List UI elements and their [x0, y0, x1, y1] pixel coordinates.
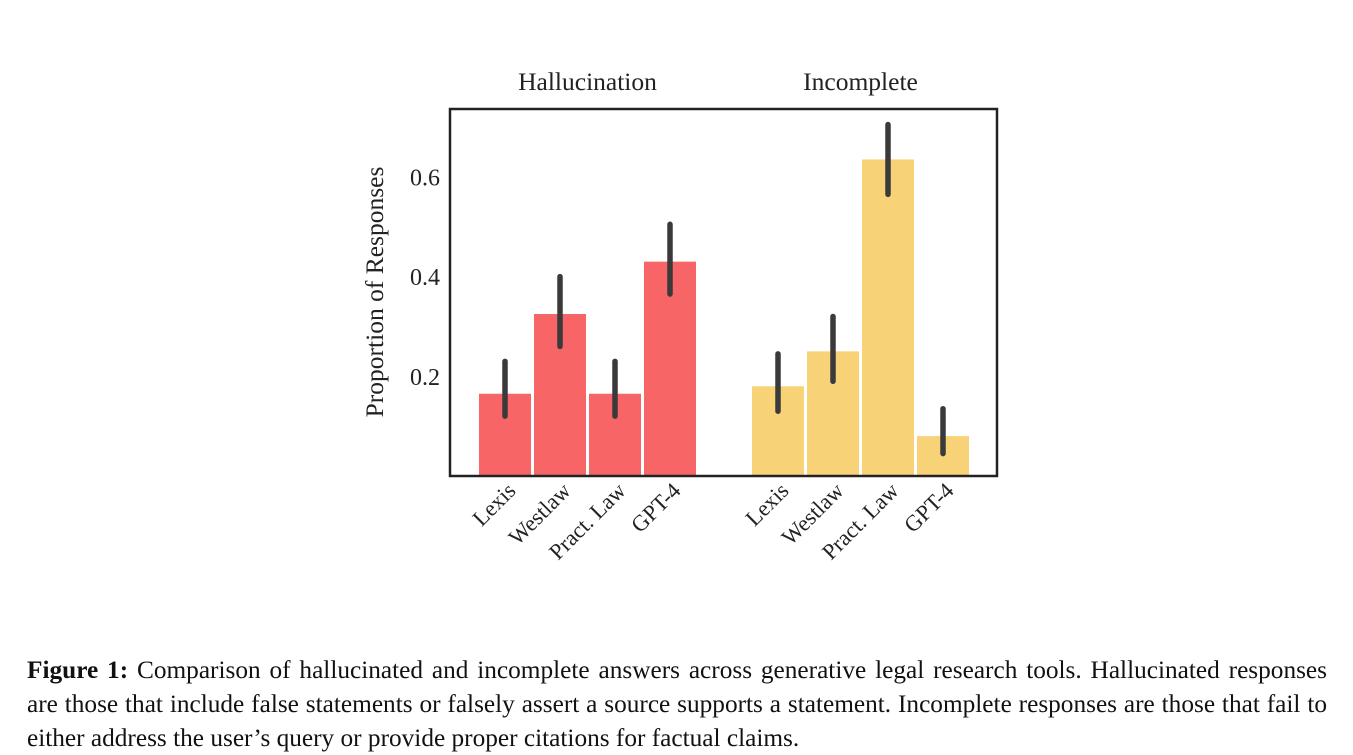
x-axis-ticks: LexisWestlawPract. LawGPT-4LexisWestlawP…	[468, 477, 959, 564]
figure-label: Figure 1:	[27, 656, 128, 684]
y-axis-ticks: 0.2 0.4 0.6	[410, 165, 440, 390]
bar-incomplete-pract-law	[862, 159, 914, 476]
x-tick-label-hallucination-gpt-4: GPT-4	[626, 478, 686, 538]
group-title-incomplete: Incomplete	[803, 67, 918, 96]
plot-frame	[450, 109, 997, 476]
figure-caption: Figure 1: Comparison of hallucinated and…	[27, 653, 1327, 755]
y-axis-label: Proportion of Responses	[360, 167, 389, 418]
figure-caption-text: Comparison of hallucinated and incomplet…	[27, 656, 1327, 752]
y-tick-label: 0.6	[410, 165, 440, 191]
group-titles: Hallucination Incomplete	[518, 67, 918, 96]
group-title-hallucination: Hallucination	[518, 67, 657, 96]
y-tick-label: 0.2	[410, 365, 440, 391]
bars-layer	[479, 159, 969, 476]
y-tick-label: 0.4	[410, 265, 440, 291]
x-tick-label-incomplete-gpt-4: GPT-4	[899, 478, 959, 538]
bar-chart: 0.2 0.4 0.6 LexisWestlawPract. LawGPT-4Lex…	[0, 0, 1353, 610]
